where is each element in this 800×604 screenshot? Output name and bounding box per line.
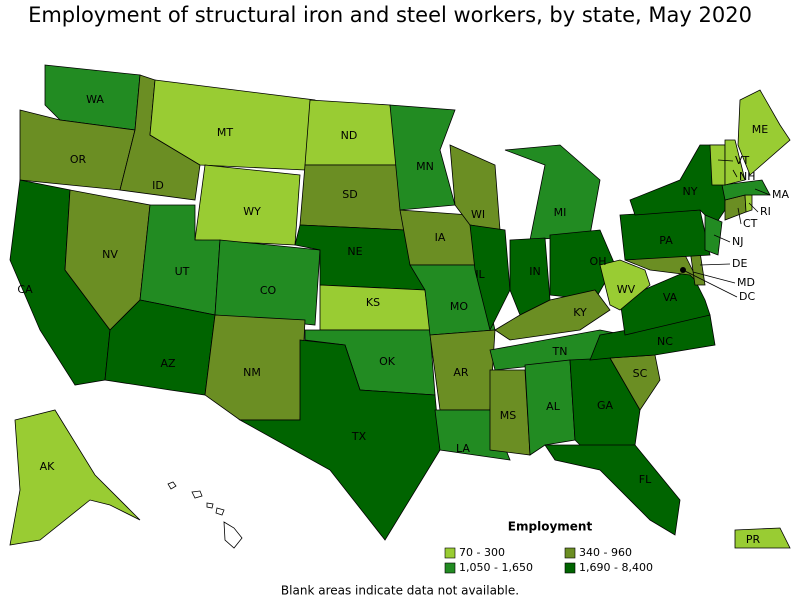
state-area — [389, 104, 456, 211]
footnote: Blank areas indicate data not available. — [281, 584, 519, 598]
state-label: NE — [347, 245, 362, 258]
state-label: WI — [471, 208, 485, 221]
states — [9, 64, 791, 549]
state-label: OH — [590, 255, 607, 268]
legend-label: 1,690 - 8,400 — [579, 561, 653, 574]
legend: 70 - 300 340 - 960 1,050 - 1,650 1,690 - 8,… — [444, 546, 653, 574]
state-label: WV — [617, 283, 636, 296]
state-label: UT — [175, 265, 190, 278]
state-labels: WA OR CA NV ID MT WY UT CO AZ NM ND SD NE KS OK TX MN IA MO… — [17, 93, 789, 546]
state-area — [734, 527, 791, 549]
state-area — [238, 339, 441, 541]
state-area — [599, 259, 651, 311]
state-label: AK — [40, 460, 56, 473]
state-label: DC — [739, 290, 755, 303]
state-label: IN — [529, 265, 540, 278]
state-area — [214, 239, 321, 326]
state-area — [489, 369, 531, 456]
state-label: NH — [739, 170, 756, 183]
state-label: CT — [743, 217, 758, 230]
state-area — [744, 194, 753, 213]
legend-title: Employment — [508, 520, 593, 534]
state-label: PA — [659, 234, 673, 247]
leader-line — [699, 263, 731, 266]
state-label: AR — [453, 366, 469, 379]
state-area — [524, 359, 576, 456]
hawaii — [167, 481, 243, 549]
state-area — [9, 409, 141, 546]
state-label: MI — [554, 206, 567, 219]
leader-line — [737, 207, 742, 225]
state-label: ME — [752, 123, 768, 136]
state-label: IA — [435, 231, 446, 244]
state-label: SC — [633, 367, 648, 380]
state-label: NJ — [732, 235, 743, 248]
state-label: MT — [217, 126, 233, 139]
state-label: RI — [760, 205, 771, 218]
state-label: TN — [552, 345, 568, 358]
state-label: FL — [639, 473, 652, 486]
state-label: IL — [475, 268, 485, 281]
state-label: CA — [17, 283, 33, 296]
leader-line — [748, 202, 759, 213]
state-label: KY — [573, 306, 587, 319]
state-label: WA — [86, 93, 104, 106]
state-area — [469, 224, 511, 332]
legend-swatch — [564, 547, 576, 559]
legend-swatch — [444, 547, 456, 559]
state-label: PR — [746, 533, 761, 546]
state-label: GA — [597, 399, 614, 412]
state-area — [724, 139, 746, 186]
leader-line — [682, 269, 738, 298]
state-area — [737, 89, 791, 176]
map-title: Employment of structural iron and steel … — [28, 3, 752, 27]
state-label: ND — [341, 129, 358, 142]
legend-label: 70 - 300 — [459, 546, 505, 559]
state-label: TX — [351, 430, 367, 443]
state-label: KS — [366, 296, 380, 309]
legend-label: 1,050 - 1,650 — [459, 561, 533, 574]
state-label: OR — [70, 153, 87, 166]
leader-line — [732, 169, 738, 178]
state-label: DE — [732, 257, 747, 270]
state-label: NY — [683, 185, 698, 198]
state-area — [494, 289, 611, 341]
state-area — [504, 144, 601, 241]
legend-swatch — [564, 562, 576, 574]
state-area — [721, 179, 771, 201]
leader-line — [717, 159, 734, 162]
state-area — [149, 79, 316, 171]
state-label: MO — [450, 300, 468, 313]
state-label: MA — [772, 188, 789, 201]
legend-label: 340 - 960 — [579, 546, 632, 559]
state-label: MD — [737, 276, 755, 289]
state-label: WY — [243, 205, 261, 218]
state-label: VA — [663, 291, 678, 304]
leader-line — [754, 188, 771, 196]
leader-line — [713, 234, 731, 243]
state-area — [544, 444, 681, 536]
state-label: OK — [379, 355, 396, 368]
state-label: SD — [342, 188, 357, 201]
state-label: AZ — [160, 357, 176, 370]
state-label: VT — [735, 154, 750, 167]
state-area — [704, 214, 723, 256]
legend-swatch — [444, 562, 456, 574]
state-label: CO — [260, 284, 277, 297]
state-label: AL — [546, 400, 561, 413]
state-label: NC — [657, 335, 673, 348]
state-label: NM — [243, 366, 261, 379]
state-area — [619, 269, 711, 336]
state-label: NV — [102, 248, 118, 261]
leader-line — [692, 271, 736, 284]
state-area — [709, 144, 726, 186]
state-label: MN — [416, 160, 434, 173]
state-label: MS — [500, 409, 516, 422]
state-label: LA — [456, 442, 470, 455]
state-label: ID — [152, 179, 164, 192]
